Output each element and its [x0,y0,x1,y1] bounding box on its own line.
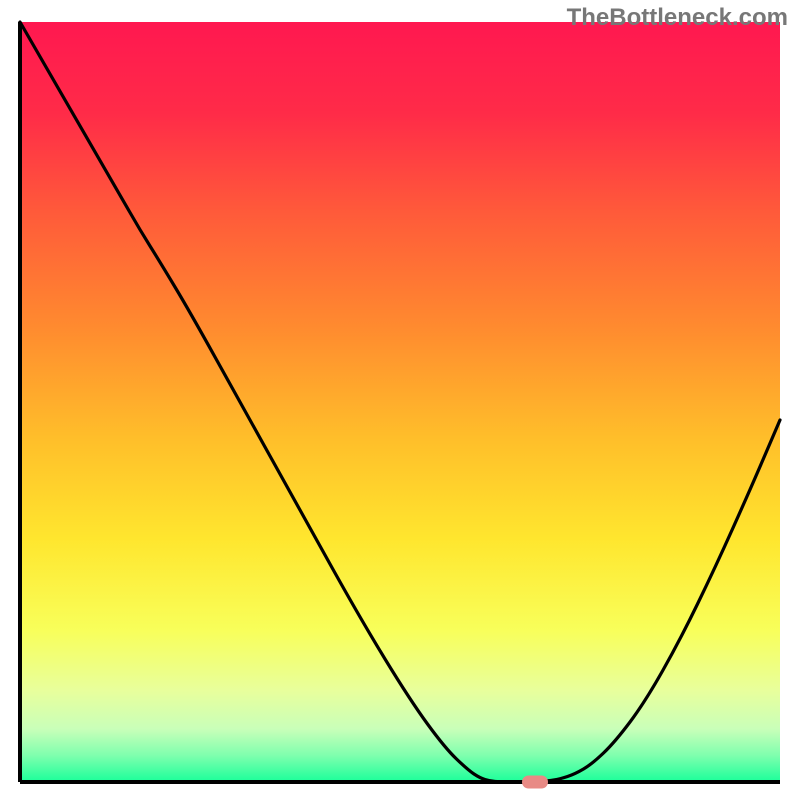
chart-container: TheBottleneck.com [0,0,800,800]
watermark-text: TheBottleneck.com [567,4,788,32]
optimal-marker [522,776,548,789]
bottleneck-chart [0,0,800,800]
